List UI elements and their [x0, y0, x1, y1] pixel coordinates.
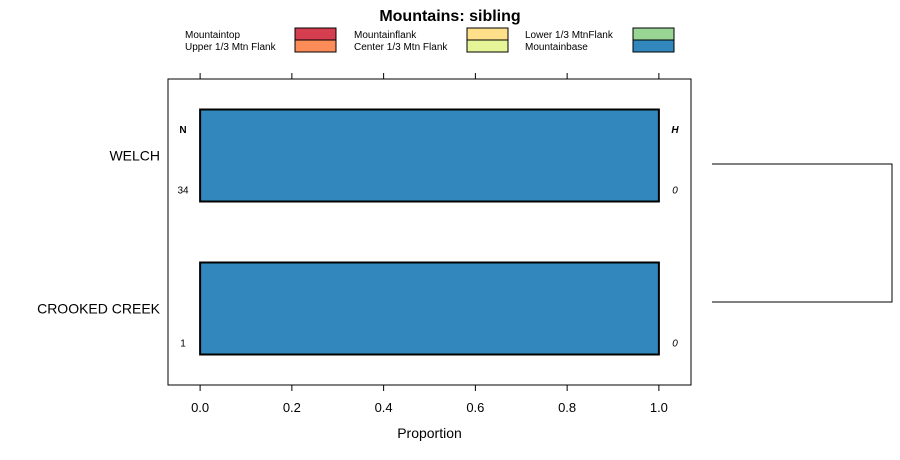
legend-swatch	[466, 27, 509, 41]
chart-title: Mountains: sibling	[379, 8, 520, 25]
x-axis-label: Proportion	[397, 425, 462, 441]
legend-swatch	[632, 27, 675, 41]
h-value: 0	[672, 186, 678, 197]
legend-swatch	[632, 39, 675, 53]
n-value: 34	[177, 186, 189, 197]
x-tick-label: 1.0	[650, 400, 668, 415]
bar-outline	[199, 261, 660, 356]
legend-label: Lower 1/3 MtnFlank	[525, 30, 614, 41]
y-category-label: CROOKED CREEK	[37, 301, 161, 317]
plot-frame	[167, 78, 692, 386]
n-header: N	[179, 125, 186, 136]
legend-swatch	[466, 39, 509, 53]
x-tick-label: 0.4	[375, 400, 393, 415]
x-tick-label: 0.0	[191, 400, 209, 415]
legend-label: Center 1/3 Mtn Flank	[354, 42, 448, 53]
h-value: 0	[672, 339, 678, 350]
legend-swatch	[294, 39, 337, 53]
legend-label: Upper 1/3 Mtn Flank	[185, 42, 277, 53]
legend-label: Mountainflank	[354, 30, 417, 41]
y-category-label: WELCH	[109, 148, 160, 164]
n-h-annotations: 34 0 1 0	[177, 186, 678, 350]
dendrogram	[712, 163, 893, 303]
x-tick-label: 0.8	[558, 400, 576, 415]
bar-mountainbase	[200, 262, 659, 355]
x-tick-label: 0.2	[283, 400, 301, 415]
x-tick-label: 0.6	[466, 400, 484, 415]
x-axis: 0.0 0.2 0.4 0.6 0.8 1.0	[191, 73, 668, 415]
bars	[199, 108, 660, 356]
bar-mountainbase	[200, 109, 659, 202]
legend-label: Mountainbase	[525, 42, 588, 53]
h-header: H	[671, 125, 679, 136]
bar-outline	[199, 108, 660, 203]
legend-label: Mountaintop	[185, 30, 240, 41]
y-axis-labels: WELCH CROOKED CREEK	[37, 148, 161, 317]
n-value: 1	[180, 339, 186, 350]
legend-swatch	[294, 27, 337, 41]
